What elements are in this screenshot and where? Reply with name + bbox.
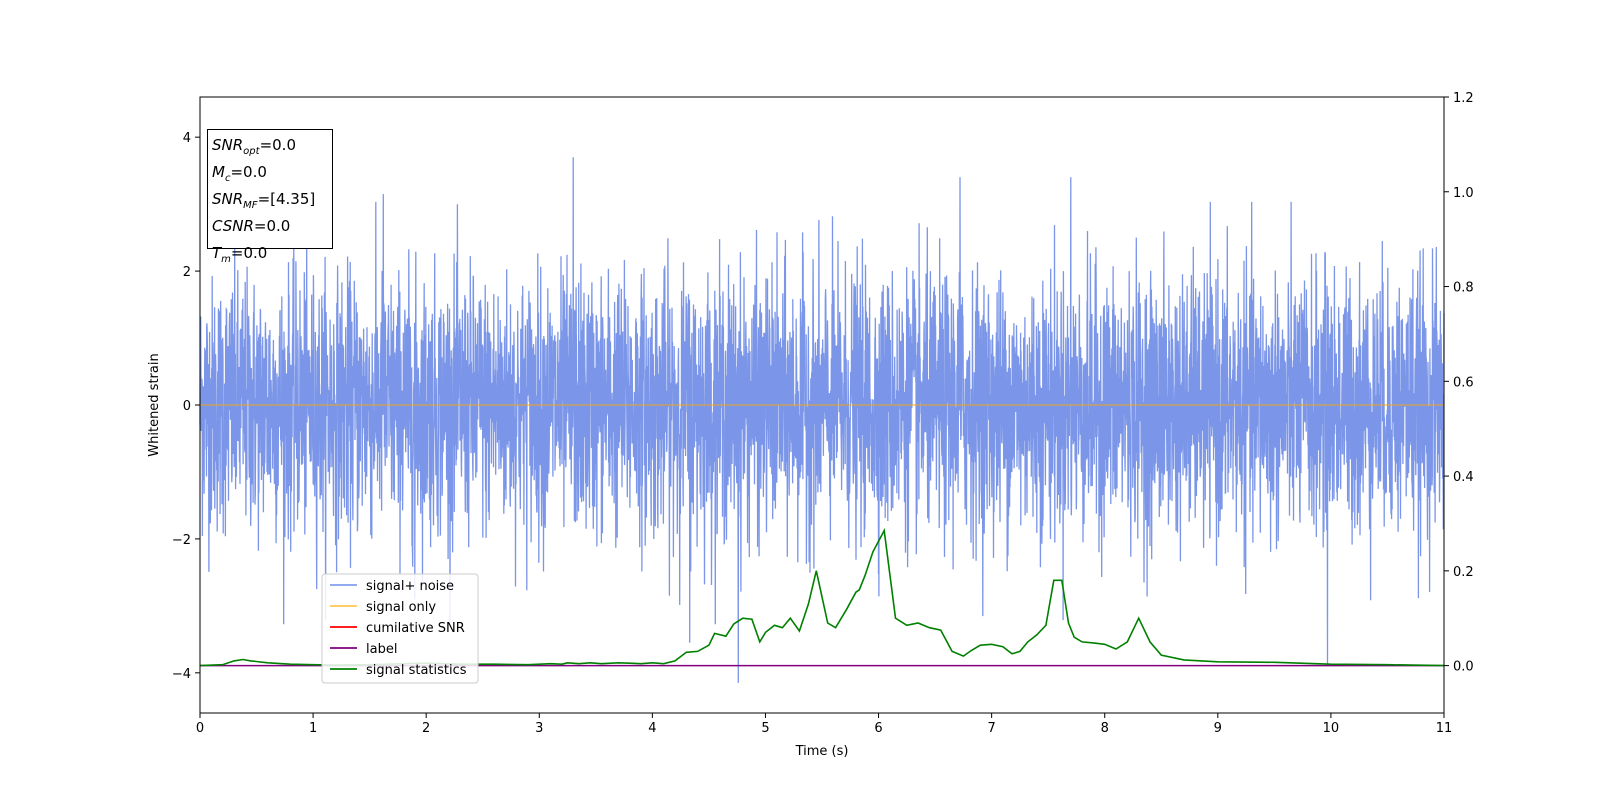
x-tick-label: 10 [1323,721,1340,736]
x-tick-label: 11 [1436,721,1453,736]
signal-statistics-line [199,528,1445,667]
x-tick-label: 4 [648,721,656,736]
signal-noise-line [199,157,1445,683]
y2-tick-label: 0.8 [1453,281,1474,296]
annotation-csnr: CSNR=0.0 [212,217,291,235]
legend-entry-label: signal only [366,600,436,615]
x-axis-label: Time (s) [795,744,849,759]
y2-tick-label: 1.2 [1453,91,1474,106]
annotation-snr-mf: SNRMF=[4.35] [212,190,316,211]
y-tick-label: −2 [172,533,191,548]
legend-entry-label: signal+ noise [366,579,454,594]
y2-tick-label: 0.6 [1453,375,1474,390]
legend-entry-label: label [366,642,397,657]
x-tick-label: 7 [987,721,995,736]
x-tick-label: 6 [874,721,882,736]
y-tick-label: 0 [183,399,191,414]
annotation-tm: Tm=0.0 [212,244,268,265]
annotation-mc: Mc=0.0 [212,163,267,184]
y-tick-label: 2 [183,265,191,280]
signal-noise-series [199,157,1445,683]
x-tick-label: 1 [309,721,317,736]
x-tick-label: 3 [535,721,543,736]
y-tick-label: 4 [183,131,191,146]
signal-statistics-series [199,528,1445,667]
y2-tick-label: 0.4 [1453,470,1474,485]
annotation-box: SNRopt=0.0 Mc=0.0 SNRMF=[4.35] CSNR=0.0 … [207,129,333,265]
x-tick-label: 5 [761,721,769,736]
x-tick-label: 0 [196,721,204,736]
legend-box [321,573,479,684]
y-axis-right: 0.0 0.2 0.4 0.6 0.8 1.0 1.2 [1444,91,1474,675]
x-tick-label: 9 [1214,721,1222,736]
y2-tick-label: 0.0 [1453,660,1474,675]
x-tick-label: 2 [422,721,430,736]
y2-tick-label: 1.0 [1453,186,1474,201]
annotation-snr-opt: SNRopt=0.0 [212,136,296,157]
y2-tick-label: 0.2 [1453,565,1474,580]
y-axis-left: −4 −2 0 2 4 [172,131,200,682]
x-axis: 0 1 2 3 4 5 6 7 8 9 10 11 [196,713,1452,736]
legend-entry-label: cumilative SNR [366,621,465,636]
legend-entry-label: signal statistics [366,663,467,678]
y-axis-label: Whitened strain [147,353,162,456]
legend: signal+ noise signal only cumilative SNR la… [321,573,479,684]
x-tick-label: 8 [1101,721,1109,736]
y-tick-label: −4 [172,667,191,682]
